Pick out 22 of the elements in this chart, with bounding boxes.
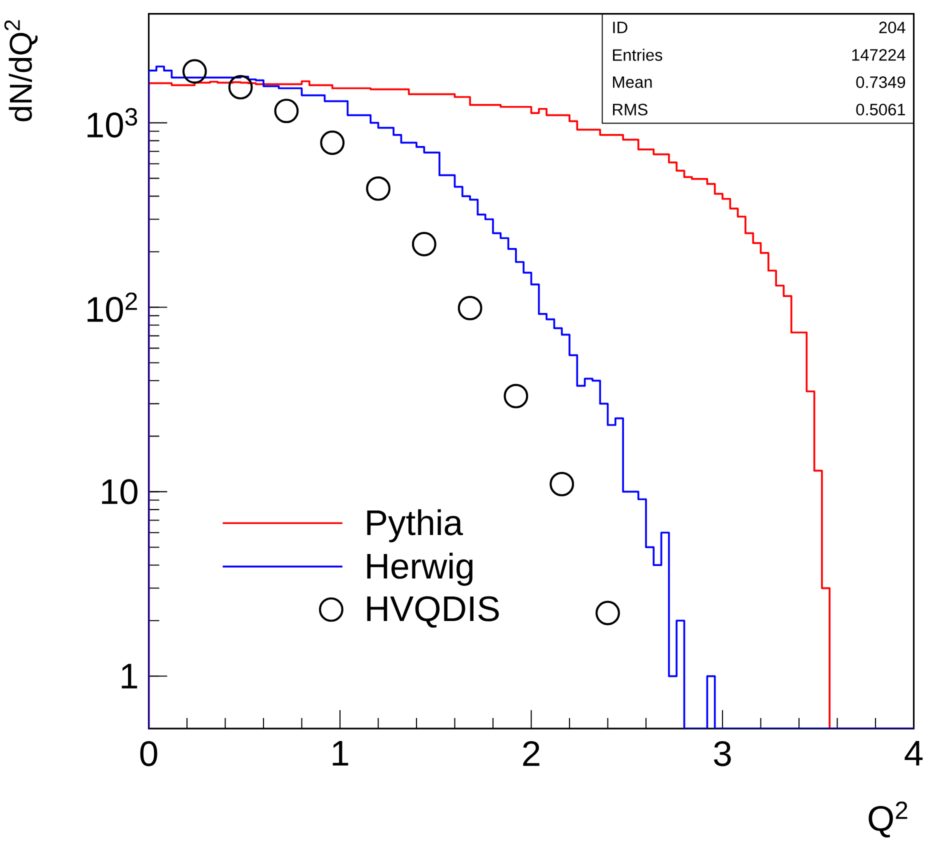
x-tick-label: 4 (904, 741, 923, 766)
legend-label: Pythia (367, 509, 463, 542)
x-tick-label: 1 (332, 741, 348, 766)
y-tick-label: 10$^{2}$ (88, 292, 137, 322)
x-tick-label: 3 (714, 741, 731, 766)
annotation: RMS (613, 104, 648, 116)
annotation: 0.7349 (856, 76, 906, 88)
x-tick-label: 0 (140, 741, 158, 766)
annotation: ID (613, 22, 628, 34)
y-axis-title: dN/dQ$^{2}$ (4, 20, 38, 122)
y-tick-label: 10$^{3}$ (88, 108, 138, 138)
annotation: Entries (613, 48, 662, 61)
y-tick-label: 10 (102, 479, 138, 504)
annotation: 0.5061 (856, 104, 906, 116)
legend-label: HVQDIS (367, 596, 499, 628)
x-axis-title: Q$^{2}$ (868, 802, 908, 838)
y-tick-label: 1 (122, 664, 138, 688)
legend-label: Herwig (367, 552, 472, 586)
annotation: 204 (879, 22, 906, 34)
annotation: Mean (613, 76, 652, 88)
annotation: 147224 (852, 49, 906, 61)
x-tick-label: 2 (523, 741, 540, 766)
